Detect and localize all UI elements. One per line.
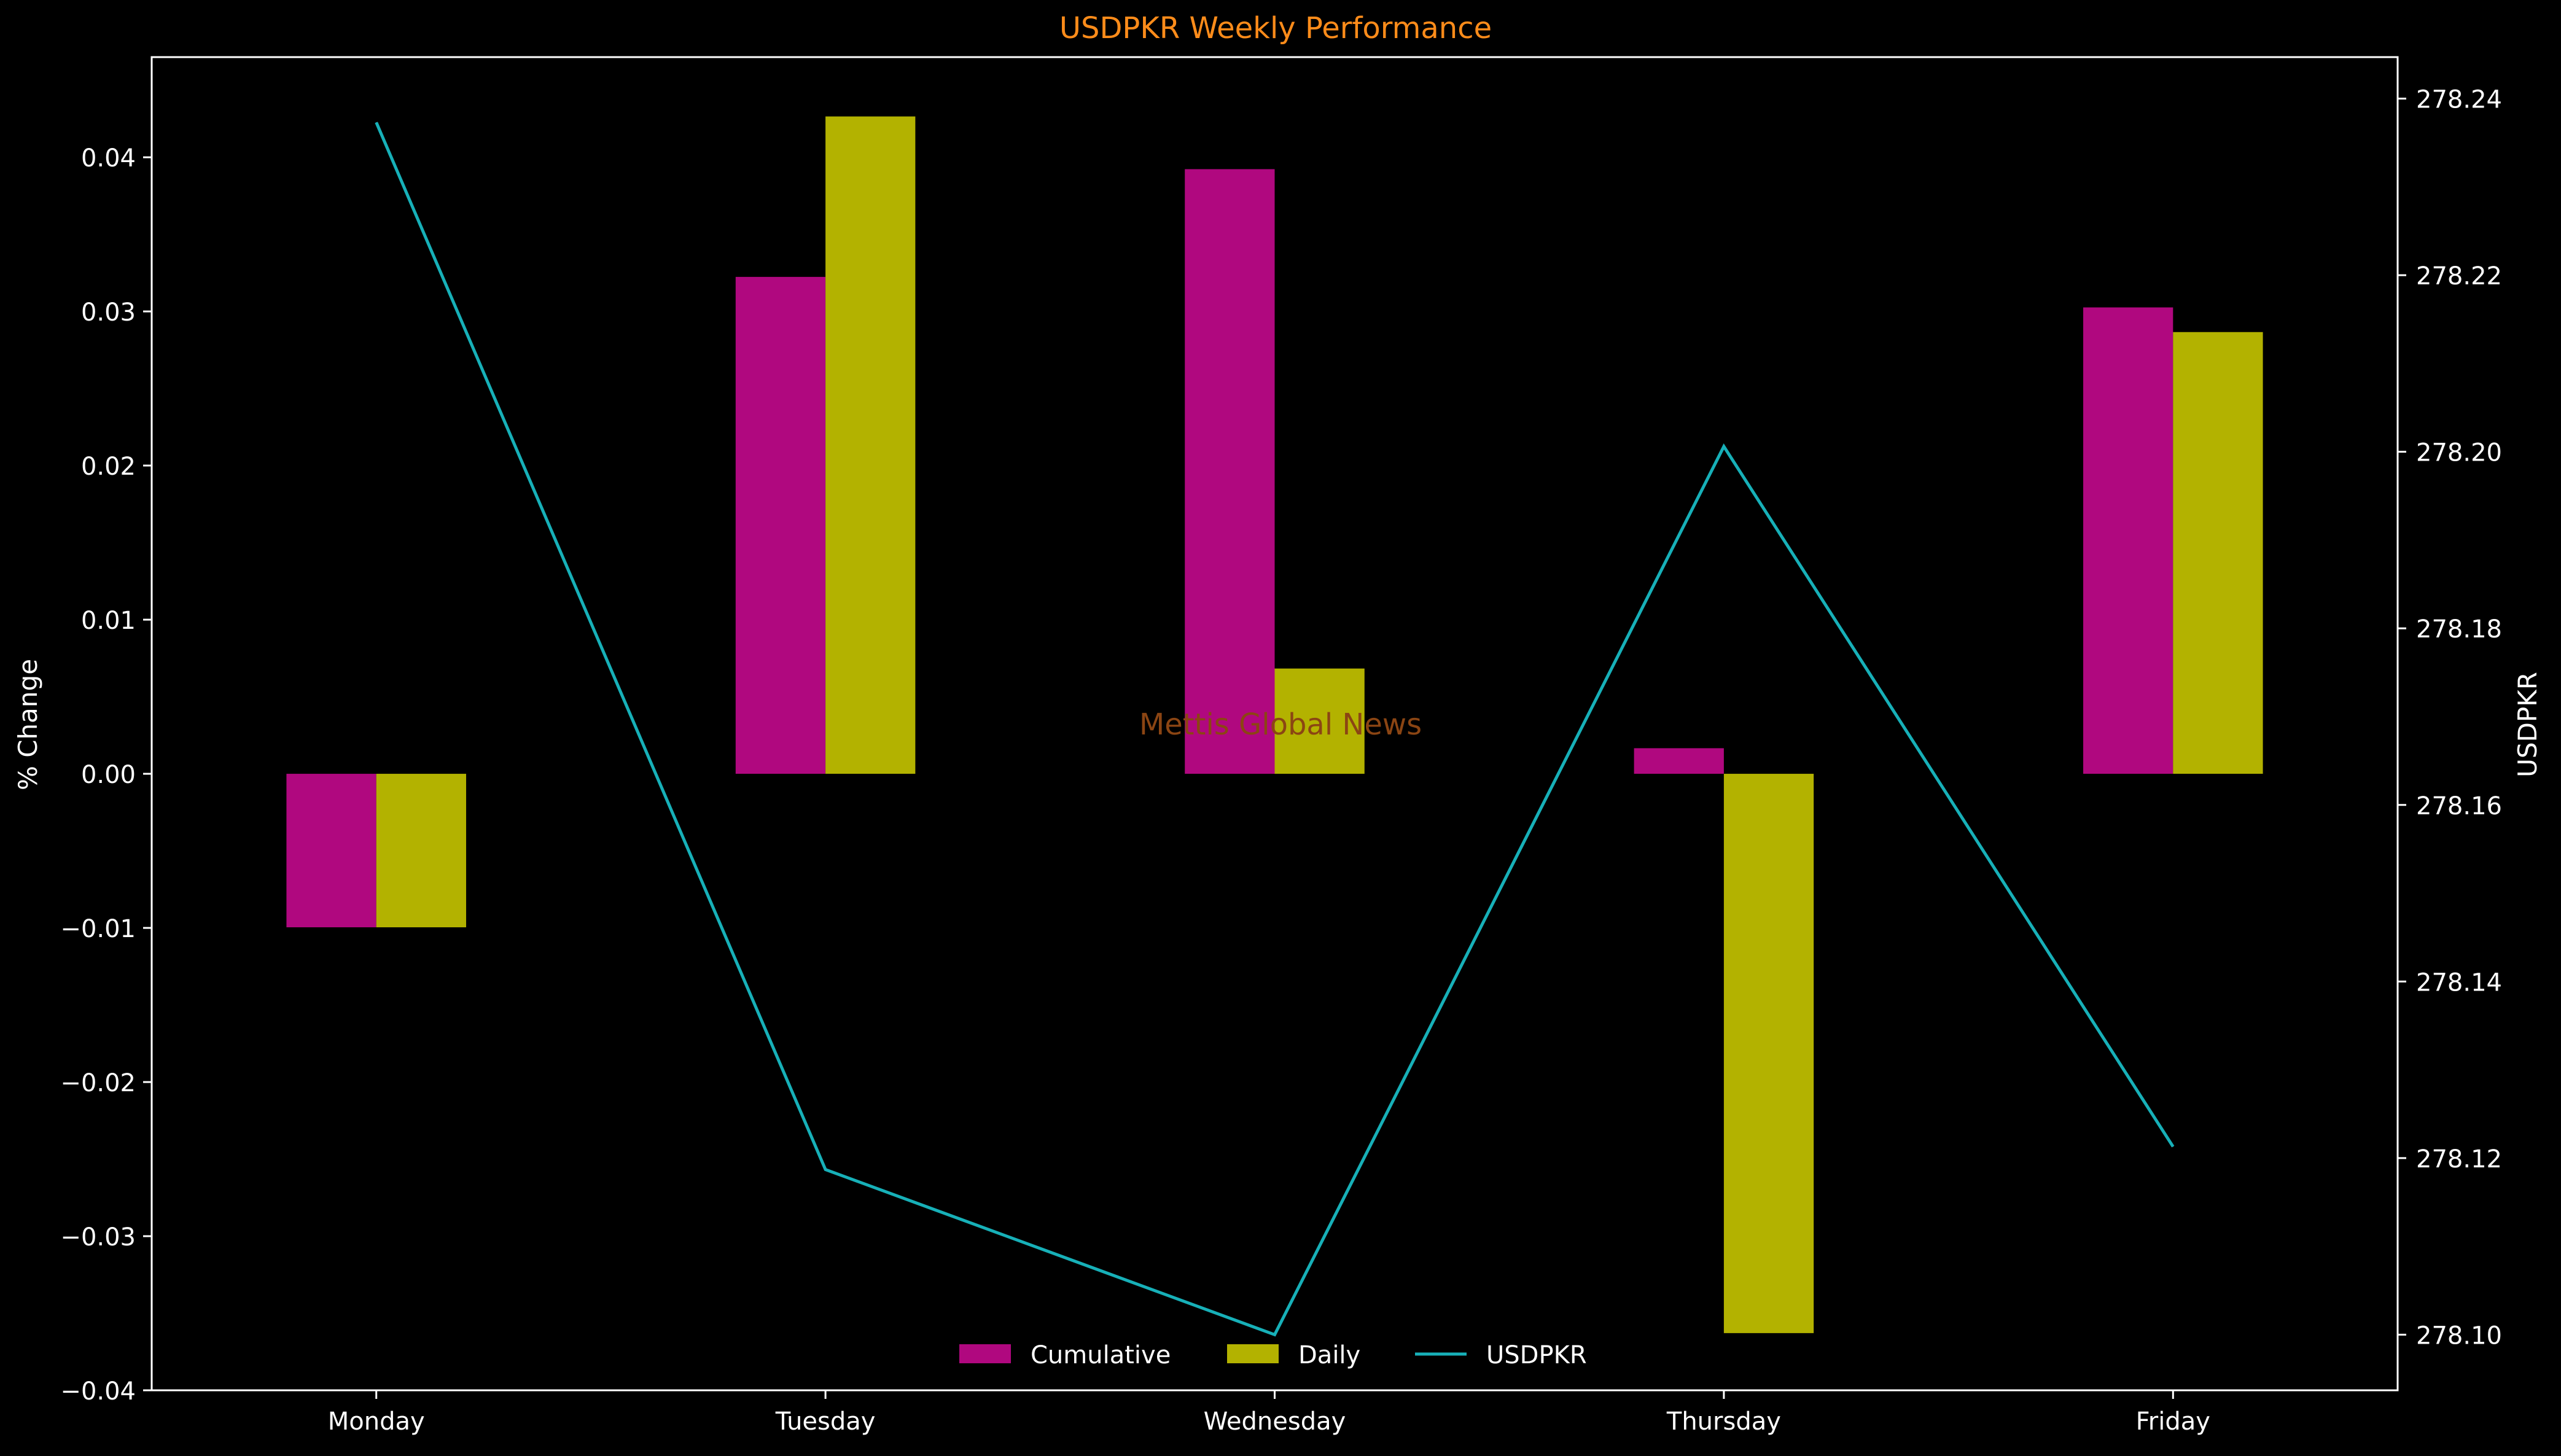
legend-label-daily: Daily	[1298, 1341, 1360, 1369]
x-tick-label: Thursday	[1666, 1407, 1781, 1436]
x-tick-label: Wednesday	[1204, 1407, 1346, 1436]
y2-tick-label: 278.16	[2416, 792, 2502, 820]
point-usdpkr-thursday	[1723, 446, 1725, 447]
y2-tick-label: 278.20	[2416, 439, 2502, 467]
axes-layer: 0.04 0.03 0.02 0.01 0.00 −0.01 −0.02 −0.03 −0.04…	[60, 86, 2502, 1436]
y-axis-label: % Change	[13, 659, 43, 790]
y2-axis-label: USDPKR	[2512, 672, 2543, 777]
bar-daily-monday	[376, 774, 466, 928]
bar-cumulative-thursday	[1634, 748, 1724, 774]
y2-tick-label: 278.22	[2416, 262, 2502, 290]
bar-cumulative-wednesday	[1185, 169, 1275, 774]
y-tick-label: −0.01	[60, 915, 136, 943]
y2-tick-label: 278.12	[2416, 1145, 2502, 1174]
y2-tick-label: 278.14	[2416, 968, 2502, 997]
legend: Cumulative Daily USDPKR	[959, 1341, 1587, 1369]
y2-tick-label: 278.10	[2416, 1322, 2502, 1350]
y-tick-label: 0.01	[81, 607, 136, 635]
point-usdpkr-wednesday	[1274, 1334, 1275, 1335]
y-tick-label: −0.03	[60, 1223, 136, 1252]
x-tick-label: Friday	[2136, 1407, 2210, 1436]
y-tick-label: 0.02	[81, 453, 136, 481]
legend-label-cumulative: Cumulative	[1031, 1341, 1171, 1369]
y2-tick-label: 278.18	[2416, 615, 2502, 644]
y-tick-label: 0.04	[81, 144, 136, 173]
y-tick-label: 0.00	[81, 761, 136, 789]
point-usdpkr-tuesday	[825, 1169, 826, 1170]
y-tick-label: 0.03	[81, 298, 136, 327]
x-tick-label: Tuesday	[775, 1407, 876, 1436]
line-layer	[375, 122, 2175, 1337]
bar-daily-thursday	[1723, 774, 1814, 1333]
chart-title: USDPKR Weekly Performance	[1059, 11, 1492, 45]
bar-cumulative-tuesday	[735, 276, 826, 774]
watermark: Mettis Global News	[1139, 707, 1422, 742]
y-tick-label: −0.04	[60, 1377, 136, 1406]
bar-daily-tuesday	[825, 116, 916, 774]
legend-swatch-daily	[1227, 1344, 1279, 1363]
bars-layer	[286, 116, 2263, 1333]
legend-label-usdpkr: USDPKR	[1486, 1341, 1587, 1369]
bar-daily-friday	[2173, 332, 2263, 774]
y-tick-label: −0.02	[60, 1069, 136, 1097]
x-tick-label: Monday	[328, 1407, 425, 1436]
y2-tick-label: 278.24	[2416, 86, 2502, 114]
legend-swatch-cumulative	[959, 1344, 1011, 1363]
bar-cumulative-monday	[286, 774, 376, 928]
bar-daily-wednesday	[1274, 668, 1365, 774]
bar-cumulative-friday	[2083, 307, 2173, 774]
